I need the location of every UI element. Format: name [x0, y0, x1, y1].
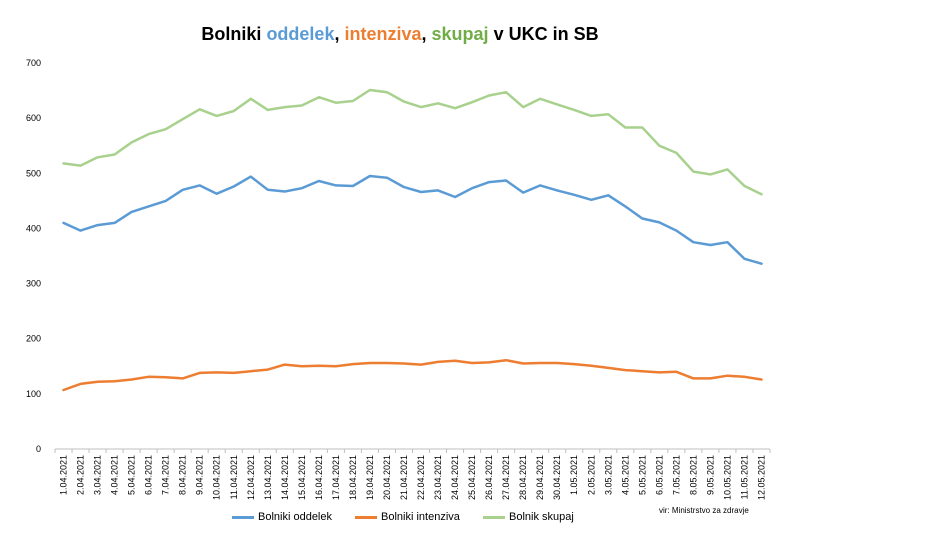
x-tick-label: 20.04.2021: [382, 455, 392, 500]
x-tick-label: 8.05.2021: [688, 455, 698, 495]
x-tick-label: 29.04.2021: [535, 455, 545, 500]
y-tick-label: 700: [26, 58, 41, 68]
y-tick-label: 600: [26, 113, 41, 123]
x-tick-label: 7.04.2021: [161, 455, 171, 495]
x-tick-label: 18.04.2021: [348, 455, 358, 500]
x-tick-label: 11.05.2021: [739, 455, 749, 499]
x-tick-label: 27.04.2021: [501, 455, 511, 500]
y-tick-label: 200: [26, 334, 41, 344]
x-tick-label: 21.04.2021: [399, 455, 409, 500]
x-tick-label: 12.05.2021: [756, 455, 766, 500]
series-line-2: [62, 88, 763, 196]
x-tick-label: 30.04.2021: [552, 455, 562, 500]
series-line-0: [62, 174, 763, 265]
x-tick-label: 2.05.2021: [586, 455, 596, 495]
x-tick-label: 19.04.2021: [365, 455, 375, 500]
x-tick-label: 6.04.2021: [144, 455, 154, 495]
y-tick-label: 300: [26, 279, 41, 289]
series-line-1: [62, 358, 763, 392]
x-axis-ticks: 1.04.2021 2.04.2021 3.04.2021 4.04.2021 5.04…: [54, 449, 771, 500]
x-tick-label: 12.04.2021: [246, 455, 256, 500]
x-tick-label: 16.04.2021: [314, 455, 324, 500]
x-tick-label: 25.04.2021: [467, 455, 477, 500]
legend-label: Bolnik skupaj: [509, 511, 574, 523]
x-tick-label: 3.05.2021: [603, 455, 613, 495]
x-tick-label: 10.04.2021: [212, 455, 222, 500]
x-tick-label: 9.05.2021: [705, 455, 715, 495]
x-tick-label: 24.04.2021: [450, 455, 460, 500]
legend-swatch: [483, 515, 505, 519]
x-tick-label: 10.05.2021: [722, 455, 732, 500]
x-tick-label: 14.04.2021: [280, 455, 290, 500]
legend-item-intenziva: Bolniki intenziva: [355, 511, 460, 523]
y-tick-label: 400: [26, 223, 41, 233]
x-tick-label: 4.04.2021: [110, 455, 120, 495]
legend-item-oddelek: Bolniki oddelek: [232, 511, 332, 523]
title-part: Bolniki: [201, 24, 267, 44]
x-tick-label: 1.05.2021: [569, 455, 579, 495]
legend-swatch: [232, 515, 254, 519]
legend-item-skupaj: Bolnik skupaj: [483, 511, 574, 523]
x-tick-label: 7.05.2021: [671, 455, 681, 495]
x-tick-label: 13.04.2021: [263, 455, 273, 500]
x-tick-label: 9.04.2021: [195, 455, 205, 495]
chart-title: Bolniki oddelek, intenziva, skupaj v UKC…: [0, 24, 800, 45]
x-tick-label: 11.04.2021: [229, 455, 239, 499]
x-tick-label: 23.04.2021: [433, 455, 443, 500]
y-tick-label: 0: [36, 444, 41, 454]
title-part: ,: [421, 24, 432, 44]
y-tick-label: 500: [26, 168, 41, 178]
title-part: ,: [334, 24, 345, 44]
title-part: v UKC in SB: [488, 24, 599, 44]
x-tick-label: 28.04.2021: [518, 455, 528, 500]
x-tick-label: 15.04.2021: [297, 455, 307, 500]
x-tick-label: 6.05.2021: [654, 455, 664, 495]
x-tick-label: 5.04.2021: [127, 455, 137, 495]
legend-label: Bolniki oddelek: [258, 511, 332, 523]
title-part: intenziva: [344, 24, 422, 44]
series-lines: [62, 88, 763, 392]
x-tick-label: 26.04.2021: [484, 455, 494, 500]
x-tick-label: 22.04.2021: [416, 455, 426, 500]
source-note: vir: Ministrstvo za zdravje: [659, 506, 749, 515]
legend-label: Bolniki intenziva: [381, 511, 460, 523]
x-tick-label: 3.04.2021: [93, 455, 103, 495]
x-tick-label: 8.04.2021: [178, 455, 188, 495]
x-tick-label: 17.04.2021: [331, 455, 341, 500]
title-part: oddelek: [266, 24, 335, 44]
x-tick-label: 1.04.2021: [59, 455, 69, 495]
x-tick-label: 2.04.2021: [76, 455, 86, 495]
title-part: skupaj: [431, 24, 489, 44]
y-tick-label: 100: [26, 389, 41, 399]
x-tick-label: 4.05.2021: [620, 455, 630, 495]
legend-swatch: [355, 515, 377, 519]
y-axis-ticks: 0 100 200 300 400 500 600 700: [26, 58, 41, 454]
x-tick-label: 5.05.2021: [637, 455, 647, 495]
